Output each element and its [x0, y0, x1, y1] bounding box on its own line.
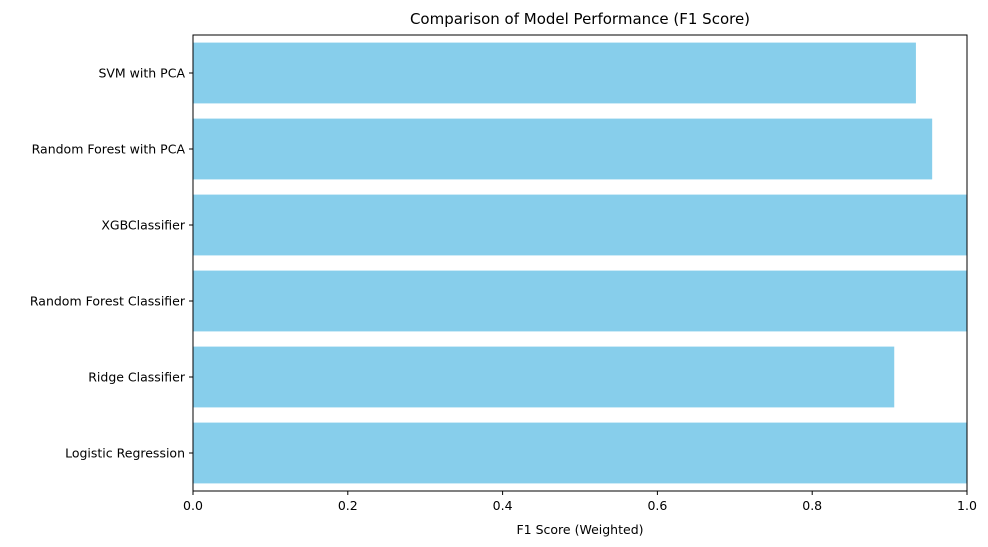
bar: [193, 270, 967, 332]
y-tick-label: XGBClassifier: [101, 218, 186, 233]
y-tick-label: SVM with PCA: [98, 66, 185, 81]
x-axis-title: F1 Score (Weighted): [516, 522, 643, 537]
x-tick-label: 0.6: [647, 498, 667, 513]
bar: [193, 118, 933, 180]
x-tick-label: 0.0: [183, 498, 203, 513]
y-axis: Logistic Regression Ridge Classifier Rando…: [30, 66, 193, 461]
bar: [193, 42, 916, 104]
y-tick-label: Logistic Regression: [65, 446, 185, 461]
y-tick-label: Ridge Classifier: [88, 370, 186, 385]
y-tick-label: Random Forest Classifier: [30, 294, 186, 309]
x-axis: 0.0 0.2 0.4 0.6 0.8 1.0: [183, 491, 977, 513]
plot-frame: [192, 34, 968, 492]
y-tick-label: Random Forest with PCA: [32, 142, 186, 157]
x-tick-label: 0.2: [338, 498, 358, 513]
x-tick-label: 0.8: [802, 498, 822, 513]
x-tick-label: 1.0: [957, 498, 977, 513]
x-tick-label: 0.4: [493, 498, 513, 513]
chart-title: Comparison of Model Performance (F1 Scor…: [410, 10, 750, 28]
bars-group: [193, 42, 967, 484]
bar: [193, 422, 967, 484]
bar: [193, 194, 967, 256]
bar: [193, 346, 895, 408]
